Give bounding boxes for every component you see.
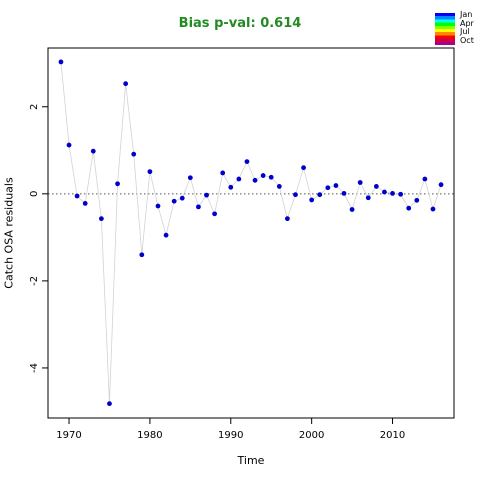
data-point [98, 216, 104, 222]
legend-label-jul: Jul [460, 27, 470, 36]
data-point [414, 197, 420, 203]
data-point [438, 182, 444, 188]
x-tick-label: 1990 [218, 430, 243, 441]
data-point [325, 185, 331, 191]
data-point [373, 184, 379, 189]
data-point [268, 174, 274, 180]
x-tick-label: 2000 [299, 430, 324, 441]
data-point [365, 195, 371, 201]
data-point [131, 151, 137, 157]
plot-frame [47, 47, 455, 419]
x-axis-label: Time [237, 454, 265, 467]
data-point [187, 175, 193, 181]
data-point [123, 81, 129, 87]
data-point [293, 192, 298, 198]
data-point [349, 207, 355, 212]
y-tick-label: -4 [29, 363, 40, 373]
data-point [390, 190, 395, 196]
data-point [228, 184, 234, 190]
x-tick-label: 1980 [137, 430, 162, 441]
legend-label-oct: Oct [460, 35, 474, 45]
data-point [244, 159, 250, 165]
y-axis-label: Catch OSA residuals [2, 177, 16, 289]
data-point [422, 176, 428, 182]
data-point [155, 203, 161, 209]
axes: 1970 1980 1990 2000 2010 -4 -2 0 2 [29, 47, 455, 441]
y-tick-label: 0 [29, 191, 40, 197]
data-point [317, 192, 323, 198]
data-point [204, 192, 209, 198]
data-point [276, 184, 282, 189]
x-tick-label: 1970 [56, 430, 81, 441]
data-point [406, 205, 412, 211]
chart-title: Bias p-val: 0.614 [178, 16, 302, 31]
x-tick-label: 2010 [380, 430, 405, 441]
data-point [163, 232, 169, 238]
data-point [66, 142, 72, 148]
y-tick-label: -2 [29, 276, 40, 286]
data-point [90, 148, 96, 154]
plot-lines [48, 61, 454, 404]
data-point [284, 216, 290, 222]
month-color-legend [435, 13, 455, 45]
data-point [357, 180, 363, 185]
data-point [74, 193, 80, 199]
data-point [82, 201, 88, 206]
data-point [107, 401, 112, 407]
data-point [309, 197, 315, 203]
data-point [430, 206, 436, 212]
data-point [179, 195, 185, 201]
plot-points [58, 59, 444, 407]
data-point [58, 59, 64, 65]
data-point [196, 204, 201, 210]
data-point [398, 191, 404, 197]
data-point [252, 177, 258, 183]
residual-series-line [60, 61, 442, 404]
y-tick-label: 2 [29, 104, 40, 110]
data-point [115, 181, 120, 187]
legend-label-jan: Jan [460, 10, 473, 19]
data-point [341, 190, 347, 196]
data-point [212, 211, 218, 217]
data-point [220, 170, 226, 176]
data-point [147, 169, 153, 175]
data-point [260, 173, 266, 178]
data-point [333, 183, 339, 188]
data-point [171, 198, 177, 204]
data-point [382, 189, 387, 195]
legend-label-apr: Apr [460, 18, 474, 28]
data-point [236, 176, 242, 182]
data-point [139, 252, 145, 258]
data-point [301, 165, 306, 171]
